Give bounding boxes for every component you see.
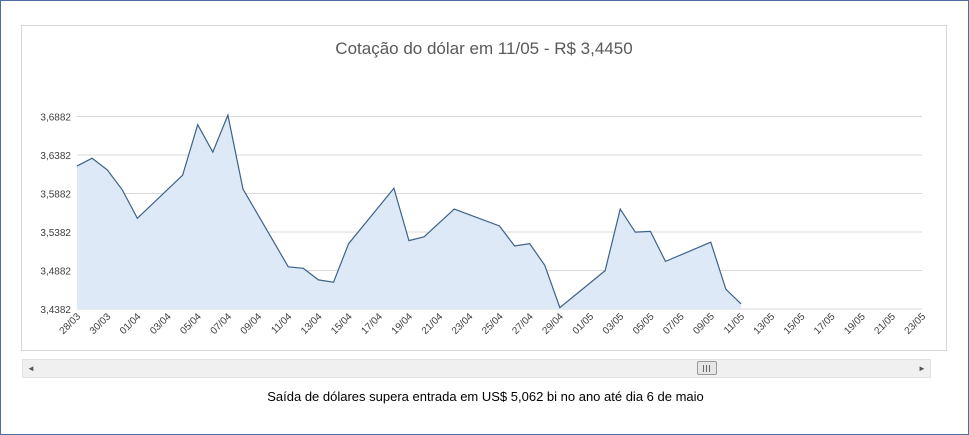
- data-point: [619, 208, 621, 210]
- scroll-right-arrow-icon[interactable]: ►: [918, 364, 926, 373]
- chart-area: 3,4382 3,4882 3,5382 3,5882 3,6382 3,6882 28/0…: [21, 25, 947, 351]
- scroll-left-arrow-icon[interactable]: ◄: [27, 364, 35, 373]
- x-tick-label: 21/04: [420, 311, 446, 337]
- data-point: [332, 281, 334, 283]
- data-point: [106, 169, 108, 171]
- series-line: [76, 113, 742, 309]
- chart-caption: Saída de dólares supera entrada em US$ 5…: [267, 389, 704, 404]
- data-point: [76, 165, 78, 167]
- y-tick-label: 3,4882: [40, 267, 71, 278]
- data-point: [91, 157, 93, 159]
- x-tick-label: 13/04: [299, 311, 325, 337]
- y-tick-label: 3,4382: [40, 305, 71, 316]
- line-area-chart: 3,43823,48823,53823,58823,63823,688228/0…: [40, 113, 929, 337]
- data-point: [121, 189, 123, 191]
- scroll-thumb[interactable]: [696, 361, 717, 375]
- x-tick-label: 19/05: [842, 311, 868, 337]
- data-point: [212, 151, 214, 153]
- data-point: [287, 266, 289, 268]
- x-tick-label: 01/05: [571, 311, 597, 337]
- grip-line: [705, 365, 707, 372]
- x-tick-label: 25/04: [480, 311, 506, 337]
- grip-line: [708, 365, 710, 372]
- x-tick-label: 15/05: [782, 311, 808, 337]
- data-point: [544, 264, 546, 266]
- x-tick-label: 21/05: [872, 311, 898, 337]
- horizontal-scrollbar[interactable]: ◄ ►: [22, 359, 931, 378]
- data-point: [181, 174, 183, 176]
- x-tick-label: 27/04: [510, 311, 536, 337]
- y-tick-label: 3,5382: [40, 228, 71, 239]
- x-tick-label: 07/04: [209, 311, 235, 337]
- data-point: [317, 279, 319, 281]
- x-tick-label: 05/04: [178, 311, 204, 337]
- data-point: [347, 243, 349, 245]
- y-tick-label: 3,6882: [40, 113, 71, 124]
- data-point: [559, 306, 561, 308]
- data-point: [513, 245, 515, 247]
- grip-line: [702, 365, 704, 372]
- y-tick-label: 3,5882: [40, 190, 71, 201]
- x-tick-label: 23/05: [903, 311, 929, 337]
- data-point: [740, 303, 742, 305]
- x-tick-label: 11/05: [722, 311, 747, 336]
- data-point: [393, 187, 395, 189]
- data-point: [242, 188, 244, 190]
- x-tick-label: 11/04: [269, 311, 294, 336]
- y-tick-label: 3,6382: [40, 151, 71, 162]
- data-point: [197, 123, 199, 125]
- x-tick-label: 17/04: [359, 311, 385, 337]
- data-point: [634, 231, 636, 233]
- data-point: [408, 239, 410, 241]
- data-point: [528, 243, 530, 245]
- data-point: [725, 288, 727, 290]
- data-point: [423, 236, 425, 238]
- data-point: [453, 208, 455, 210]
- x-tick-label: 17/05: [812, 311, 838, 337]
- x-tick-label: 29/04: [541, 311, 567, 337]
- data-point: [664, 260, 666, 262]
- x-tick-label: 09/05: [691, 311, 717, 337]
- data-point: [710, 241, 712, 243]
- x-tick-label: 30/03: [88, 311, 114, 337]
- x-tick-label: 07/05: [661, 311, 687, 337]
- x-tick-label: 01/04: [118, 311, 144, 337]
- data-point: [649, 230, 651, 232]
- x-tick-label: 23/04: [450, 311, 476, 337]
- data-point: [136, 217, 138, 219]
- x-tick-label: 05/05: [631, 311, 657, 337]
- data-point: [604, 269, 606, 271]
- x-tick-label: 15/04: [329, 311, 355, 337]
- x-tick-label: 19/04: [390, 311, 416, 337]
- data-point: [498, 225, 500, 227]
- chart-title: Cotação do dólar em 11/05 - R$ 3,4450: [335, 39, 633, 58]
- x-tick-label: 03/05: [601, 311, 627, 337]
- x-tick-label: 03/04: [148, 311, 174, 337]
- data-point: [227, 114, 229, 116]
- series-area-fill: [77, 115, 741, 309]
- x-tick-label: 13/05: [752, 311, 778, 337]
- x-tick-label: 09/04: [239, 311, 265, 337]
- data-point: [302, 267, 304, 269]
